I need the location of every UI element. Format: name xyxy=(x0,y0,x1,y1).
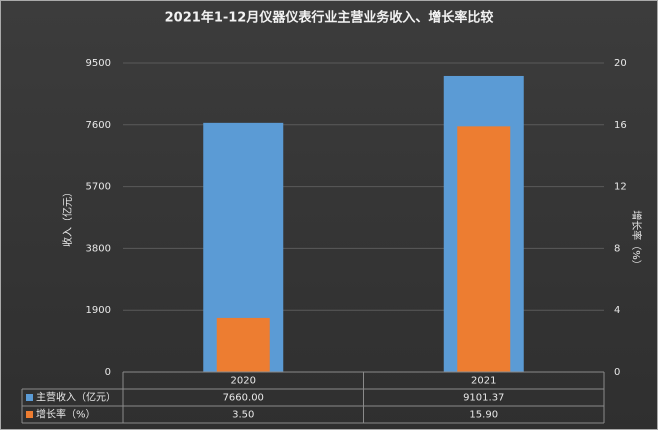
y2-tick-label: 12 xyxy=(614,182,627,193)
bar xyxy=(457,126,511,372)
legend-swatch xyxy=(26,411,33,418)
y2-tick-label: 0 xyxy=(614,367,620,378)
y-tick-label: 5700 xyxy=(86,182,111,193)
bar xyxy=(216,317,270,372)
chart-title: 2021年1-12月仪器仪表行业主营业务收入、增长率比较 xyxy=(165,10,494,26)
legend-label: 增长率（%） xyxy=(36,408,96,421)
x-tick-label: 2021 xyxy=(471,376,496,387)
y2-tick-label: 16 xyxy=(614,120,627,131)
y2-axis-label: 增长率（%） xyxy=(630,210,643,270)
legend-label: 主营收入（亿元） xyxy=(36,391,116,404)
table-value: 15.90 xyxy=(469,410,498,421)
y-tick-label: 3800 xyxy=(86,243,111,254)
y-tick-label: 0 xyxy=(105,367,111,378)
table-value: 3.50 xyxy=(232,410,254,421)
table-value: 7660.00 xyxy=(223,393,264,404)
table-value: 9101.37 xyxy=(463,393,504,404)
y2-tick-label: 4 xyxy=(614,305,620,316)
y-tick-label: 1900 xyxy=(86,305,111,316)
y-tick-label: 9500 xyxy=(86,58,111,69)
y2-tick-label: 20 xyxy=(614,58,627,69)
y2-tick-label: 8 xyxy=(614,243,620,254)
y-tick-label: 7600 xyxy=(86,120,111,131)
x-tick-label: 2020 xyxy=(231,376,256,387)
legend-swatch xyxy=(26,394,33,401)
y-axis-label: 收入（亿元） xyxy=(61,187,74,247)
